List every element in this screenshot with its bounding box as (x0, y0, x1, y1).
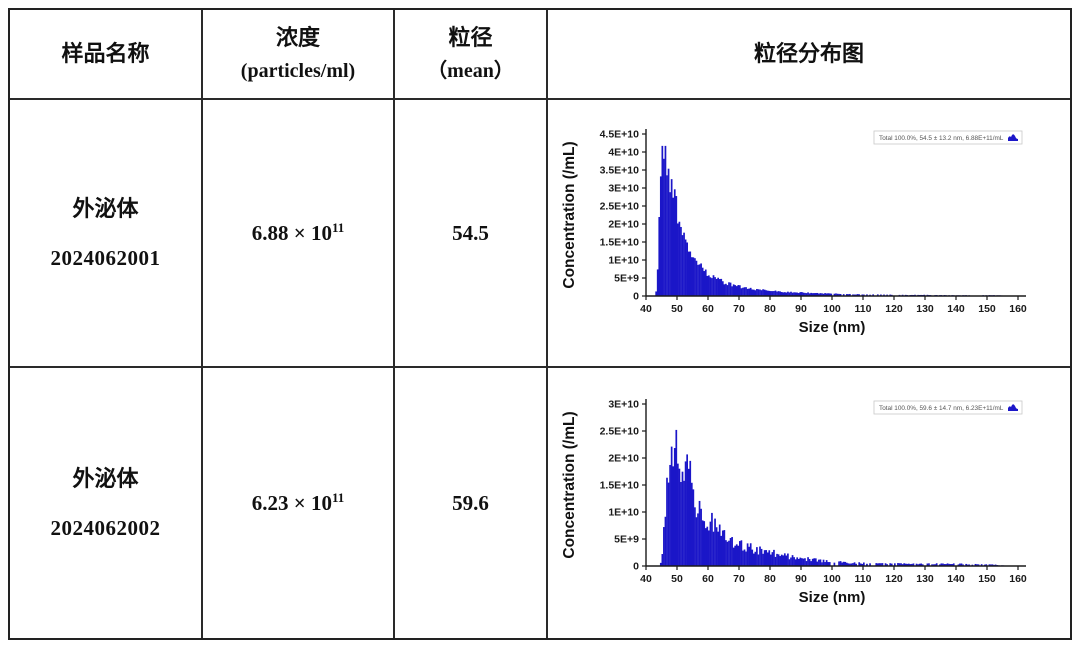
header-particle-size-label: 粒径 (448, 24, 493, 50)
row1-mean-size-cell: 54.5 (395, 100, 548, 368)
svg-text:130: 130 (916, 303, 934, 315)
row1-sample-name: 外泌体 (72, 196, 139, 222)
histogram-svg: 0 5E+9 1E+10 1.5E+10 2E+10 2.5E+10 3E+10 3.5E+1… (561, 129, 1027, 336)
header-concentration-unit: (particles/ml) (240, 60, 356, 83)
row2-concentration-cell: 6.23 × 1011 (203, 368, 395, 638)
svg-text:160: 160 (1009, 303, 1027, 315)
svg-text:1.5E+10: 1.5E+10 (600, 480, 640, 492)
header-concentration-label: 浓度 (275, 24, 320, 50)
row1-concentration-cell: 6.88 × 1011 (203, 100, 395, 368)
svg-text:130: 130 (916, 573, 934, 585)
svg-text:Size (nm): Size (nm) (799, 319, 866, 336)
svg-text:80: 80 (764, 303, 776, 315)
svg-text:2.5E+10: 2.5E+10 (600, 201, 640, 213)
row1-concentration-value: 6.88 × 1011 (251, 220, 345, 245)
header-sample-name: 样品名称 (10, 10, 203, 100)
svg-text:Size (nm): Size (nm) (799, 589, 866, 606)
svg-text:140: 140 (947, 303, 965, 315)
row1-sample-name-cell: 外泌体 2024062001 (10, 100, 203, 368)
svg-text:0: 0 (633, 291, 639, 303)
svg-text:140: 140 (947, 573, 965, 585)
row2-concentration-exponent: 11 (331, 490, 345, 505)
row2-mean-size-value: 59.6 (452, 490, 489, 515)
svg-text:120: 120 (885, 303, 903, 315)
svg-text:40: 40 (640, 573, 652, 585)
row2-concentration-value: 6.23 × 1011 (251, 490, 345, 515)
row1-mean-size-value: 54.5 (452, 220, 489, 245)
svg-text:110: 110 (855, 303, 872, 315)
svg-text:160: 160 (1009, 573, 1027, 585)
svg-text:1E+10: 1E+10 (608, 507, 639, 519)
svg-text:100: 100 (823, 303, 841, 315)
header-sample-name-label: 样品名称 (61, 41, 150, 67)
svg-text:1E+10: 1E+10 (608, 255, 639, 267)
row2-sample-id: 2024062002 (50, 515, 161, 540)
svg-text:Concentration (/mL): Concentration (/mL) (561, 141, 578, 288)
row1-concentration-exponent: 11 (331, 220, 345, 235)
svg-text:5E+9: 5E+9 (614, 273, 639, 285)
row1-distribution-cell: 0 5E+9 1E+10 1.5E+10 2E+10 2.5E+10 3E+10 3.5E+1… (548, 100, 1070, 368)
header-distribution-chart: 粒径分布图 (548, 10, 1070, 100)
svg-text:80: 80 (764, 573, 776, 585)
size-distribution-chart-1: 0 5E+9 1E+10 1.5E+10 2E+10 2.5E+10 3E+10 3.5E+1… (558, 124, 1038, 342)
svg-text:Total 100.0%, 59.6 ± 14.7 nm: Total 100.0%, 59.6 ± 14.7 nm, 6.23E+11/m… (879, 405, 1004, 412)
sample-report-table: 样品名称 浓度 (particles/ml) 粒径 （mean） 粒径分布图 外… (8, 8, 1072, 640)
svg-text:90: 90 (795, 303, 807, 315)
histogram-svg: 0 5E+9 1E+10 1.5E+10 2E+10 2.5E+10 3E+10 40 50 60… (561, 399, 1027, 606)
svg-text:60: 60 (702, 573, 714, 585)
header-particle-size-mean: （mean） (427, 60, 514, 83)
header-distribution-chart-label: 粒径分布图 (753, 41, 864, 67)
row2-distribution-cell: 0 5E+9 1E+10 1.5E+10 2E+10 2.5E+10 3E+10 40 50 60… (548, 368, 1070, 638)
svg-text:3.5E+10: 3.5E+10 (600, 165, 640, 177)
svg-text:50: 50 (671, 303, 683, 315)
row2-mean-size-cell: 59.6 (395, 368, 548, 638)
svg-text:70: 70 (733, 303, 745, 315)
svg-text:150: 150 (978, 573, 996, 585)
header-particle-size: 粒径 （mean） (395, 10, 548, 100)
svg-text:5E+9: 5E+9 (614, 534, 639, 546)
svg-text:2E+10: 2E+10 (608, 453, 639, 465)
svg-text:70: 70 (733, 573, 745, 585)
svg-text:50: 50 (671, 573, 683, 585)
svg-text:90: 90 (795, 573, 807, 585)
header-concentration: 浓度 (particles/ml) (203, 10, 395, 100)
svg-text:110: 110 (855, 573, 872, 585)
row1-sample-id: 2024062001 (50, 245, 161, 270)
svg-text:Concentration (/mL): Concentration (/mL) (561, 411, 578, 558)
svg-text:100: 100 (823, 573, 841, 585)
svg-text:Total 100.0%, 54.5 ± 13.2 nm: Total 100.0%, 54.5 ± 13.2 nm, 6.88E+11/m… (879, 135, 1004, 142)
svg-text:0: 0 (633, 561, 639, 573)
svg-text:4E+10: 4E+10 (608, 147, 639, 159)
svg-text:40: 40 (640, 303, 652, 315)
svg-text:1.5E+10: 1.5E+10 (600, 237, 640, 249)
row2-sample-name-cell: 外泌体 2024062002 (10, 368, 203, 638)
size-distribution-chart-2: 0 5E+9 1E+10 1.5E+10 2E+10 2.5E+10 3E+10 40 50 60… (558, 394, 1038, 612)
svg-text:2E+10: 2E+10 (608, 219, 639, 231)
row2-sample-name: 外泌体 (72, 466, 139, 492)
svg-text:2.5E+10: 2.5E+10 (600, 426, 640, 438)
svg-text:3E+10: 3E+10 (608, 183, 639, 195)
svg-text:4.5E+10: 4.5E+10 (600, 129, 640, 141)
svg-text:150: 150 (978, 303, 996, 315)
svg-text:60: 60 (702, 303, 714, 315)
svg-text:120: 120 (885, 573, 903, 585)
svg-text:3E+10: 3E+10 (608, 399, 639, 411)
